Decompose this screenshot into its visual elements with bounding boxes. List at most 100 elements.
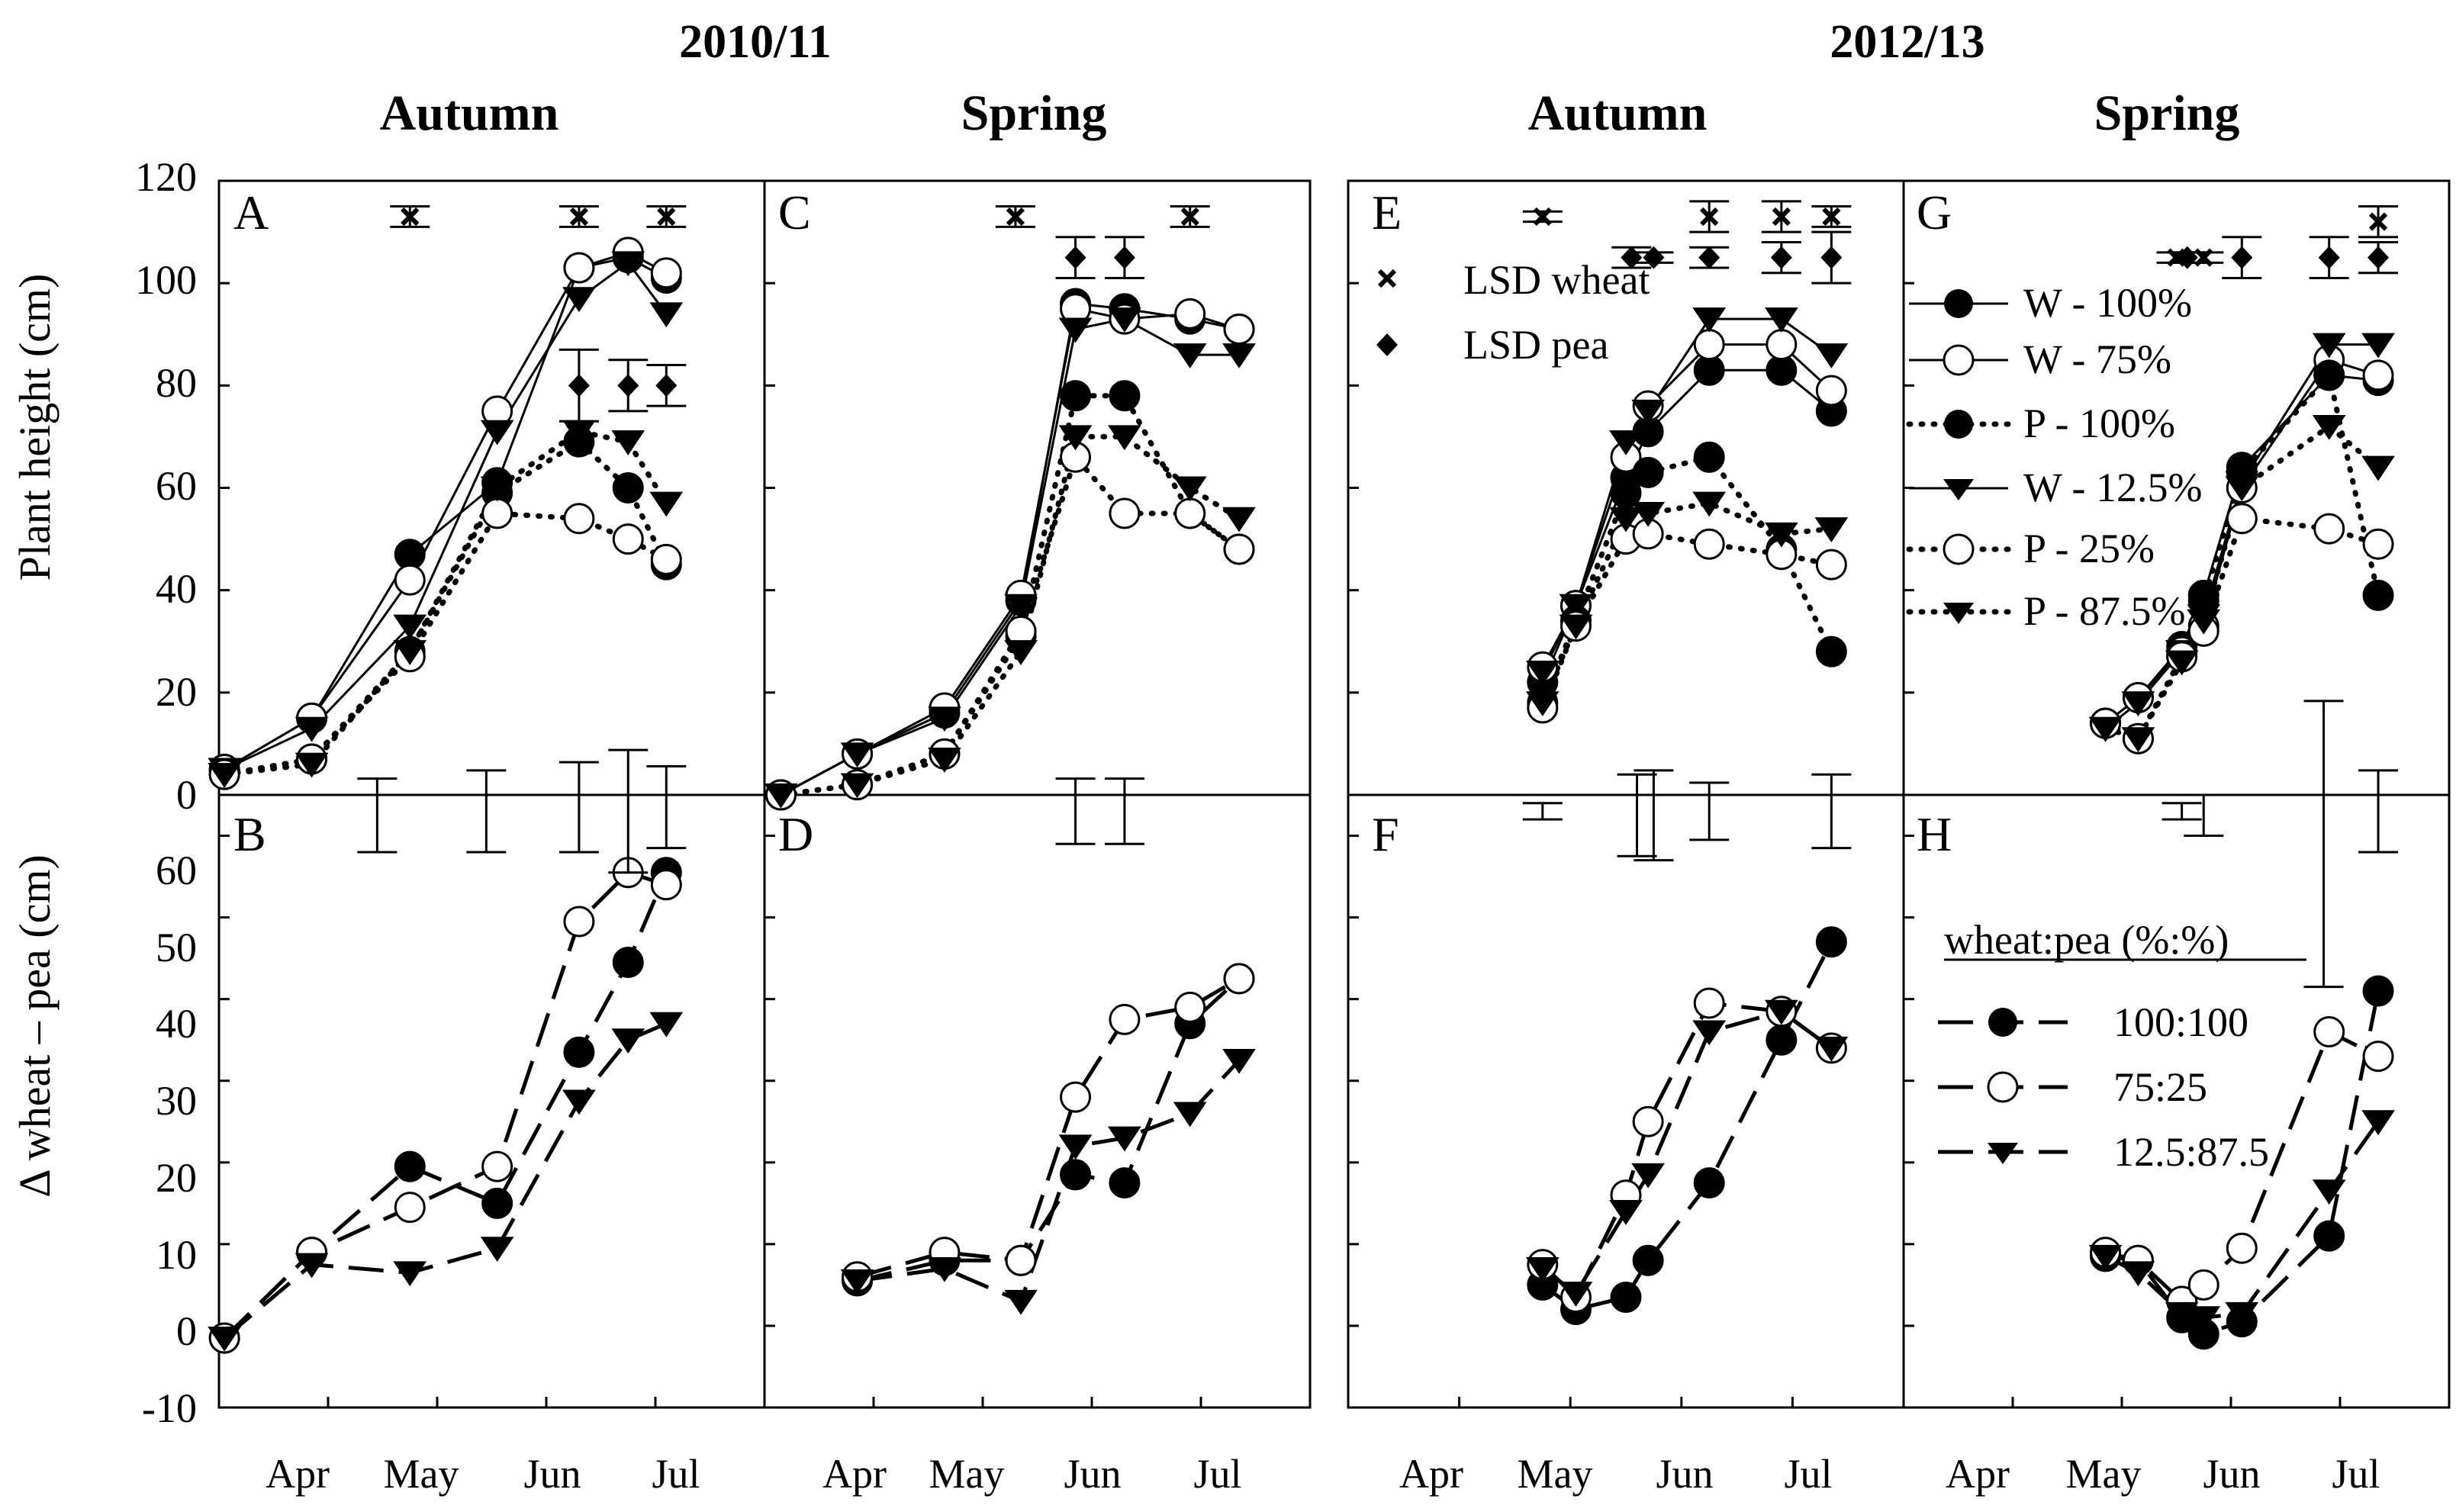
data-point-f xyxy=(1764,999,1798,1025)
y-tick-label: 0 xyxy=(176,772,197,818)
data-point-e xyxy=(1559,614,1593,640)
data-point-e xyxy=(1525,661,1560,686)
data-point-a xyxy=(393,614,427,640)
data-point-g xyxy=(2187,609,2221,635)
panel-letter-c: C xyxy=(778,185,811,240)
data-point-g xyxy=(2362,359,2394,391)
lsd-wheat-marker xyxy=(1180,207,1199,227)
data-point-d xyxy=(1109,1003,1141,1035)
legend-w125: W - 12.5% xyxy=(2023,465,2202,510)
lsd-wheat-marker xyxy=(2368,212,2388,231)
data-point-b xyxy=(393,1261,427,1287)
data-point-f xyxy=(1693,1167,1725,1199)
data-point-f xyxy=(1632,1244,1664,1276)
data-point-h xyxy=(2312,1179,2346,1205)
data-point-f xyxy=(1559,1282,1593,1307)
lsd-pea-marker xyxy=(617,374,639,397)
lsd-pea-legend-marker xyxy=(1376,333,1398,356)
legend-w75: W - 75% xyxy=(2023,336,2171,382)
month-label: Jun xyxy=(1656,1451,1713,1497)
series-line-a xyxy=(224,261,668,770)
panel-letter-g: G xyxy=(1917,185,1952,240)
data-point-f xyxy=(1692,1020,1727,1046)
legend-p25: P - 25% xyxy=(2023,526,2155,571)
legend-s1: 100:100 xyxy=(2113,999,2248,1045)
bottom-y-ticks: -10 0 10 20 30 40 50 60 xyxy=(142,848,197,1431)
data-point-c xyxy=(1174,298,1206,330)
month-label: Apr xyxy=(822,1451,887,1497)
legend-marker-w125 xyxy=(1943,479,1974,500)
data-point-c xyxy=(764,783,798,809)
data-point-g xyxy=(2312,333,2346,359)
data-point-f xyxy=(1610,1281,1642,1313)
series-line-c xyxy=(780,302,1240,796)
data-point-e xyxy=(1693,329,1725,361)
data-point-b xyxy=(208,1326,242,1352)
legend-marker-w100 xyxy=(1944,289,1973,318)
data-point-c xyxy=(928,706,961,732)
y-tick-label: 10 xyxy=(156,1232,197,1278)
month-label: Jun xyxy=(1064,1451,1121,1497)
data-point-f xyxy=(1609,1200,1643,1225)
data-point-e xyxy=(1815,375,1847,407)
data-point-a xyxy=(480,476,514,502)
lsd-pea-marker xyxy=(2231,246,2253,269)
y-tick-label: 0 xyxy=(176,1308,197,1354)
data-point-g xyxy=(2226,503,2258,535)
data-point-c xyxy=(1109,380,1141,412)
lsd-bar xyxy=(1617,773,1657,857)
month-label: Jul xyxy=(1193,1451,1241,1497)
data-point-e xyxy=(1814,343,1849,368)
data-point-b xyxy=(650,869,682,901)
data-point-d xyxy=(1004,1289,1038,1315)
month-label: May xyxy=(2066,1451,2142,1497)
data-point-h xyxy=(2361,1110,2395,1136)
series-line-a xyxy=(221,510,669,777)
data-point-g xyxy=(2313,359,2345,391)
data-point-a xyxy=(295,716,329,742)
month-label: Apr xyxy=(266,1451,330,1497)
data-point-d xyxy=(928,1256,961,1282)
data-point-c xyxy=(1109,497,1141,529)
lsd-bar xyxy=(608,748,649,874)
data-point-c xyxy=(1173,343,1207,368)
data-point-e xyxy=(1609,507,1643,532)
data-point-c xyxy=(1173,476,1207,502)
data-point-a xyxy=(562,287,596,313)
data-point-c xyxy=(840,742,874,768)
legend-p875: P - 87.5% xyxy=(2023,588,2186,634)
data-point-b xyxy=(295,1253,329,1279)
data-point-b xyxy=(562,1089,596,1115)
legend-marker-s2 xyxy=(1987,1071,2019,1103)
panel-letters: A C E G B D F H xyxy=(233,185,1952,861)
legend-lsd-wheat: LSD wheat xyxy=(1463,257,1650,303)
data-point-c xyxy=(1004,594,1038,619)
y-tick-label: 40 xyxy=(156,1001,197,1047)
data-point-b xyxy=(394,1192,426,1224)
data-point-a xyxy=(649,302,684,328)
data-point-e xyxy=(1764,522,1798,548)
y-tick-label: 50 xyxy=(156,925,197,970)
y-tick-label: 20 xyxy=(156,1155,197,1201)
bottom-y-axis-label: Δ wheat – pea (cm) xyxy=(10,854,60,1198)
lsd-bar xyxy=(646,765,687,850)
lsd-wheat-marker xyxy=(401,207,420,227)
month-label: Jun xyxy=(523,1451,581,1497)
data-point-g xyxy=(2121,727,2155,753)
lsd-pea-marker xyxy=(1064,246,1086,269)
month-labels: Apr May Jun Jul Apr May Jun Jul Apr May … xyxy=(266,1451,2380,1497)
y-tick-label: 60 xyxy=(156,463,197,509)
data-point-d xyxy=(1060,1159,1092,1191)
series-line-f xyxy=(1541,941,1833,1312)
lsd-bar xyxy=(1522,802,1563,821)
legend-marker-w75 xyxy=(1943,344,1975,376)
lsd-wheat-marker xyxy=(657,207,676,227)
data-point-a xyxy=(394,564,426,596)
month-label: Jul xyxy=(1784,1451,1832,1497)
data-point-d xyxy=(840,1269,874,1295)
legend-marker-p25 xyxy=(1943,533,1975,565)
lsd-pea-marker xyxy=(655,374,678,397)
y-tick-label: -10 xyxy=(142,1385,197,1431)
lsd-wheat-marker xyxy=(1822,207,1841,227)
legend-bottom: wheat:pea (%:%) 100:100 75:25 12.5:87.5 xyxy=(1938,917,2306,1175)
